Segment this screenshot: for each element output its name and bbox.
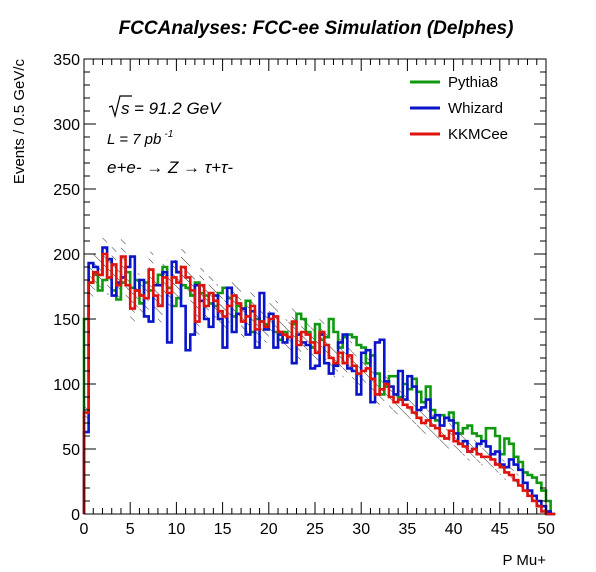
y-tick-label: 200 — [53, 247, 80, 264]
x-tick-label: 20 — [260, 521, 278, 538]
annotation-lumi-exp: -1 — [164, 129, 173, 140]
x-tick-label: 10 — [168, 521, 186, 538]
annotation-lumi-prefix: L = 7 pb — [107, 131, 161, 148]
annotation-lumi: L = 7 pb -1 — [107, 129, 173, 148]
x-tick-label: 15 — [214, 521, 232, 538]
x-tick-label: 30 — [352, 521, 370, 538]
legend-label-whizard: Whizard — [448, 100, 503, 117]
y-tick-label: 350 — [53, 52, 80, 69]
x-tick-label: 0 — [80, 521, 89, 538]
y-tick-label: 50 — [62, 442, 80, 459]
legend-label-pythia: Pythia8 — [448, 74, 498, 91]
y-tick-label: 100 — [53, 377, 80, 394]
legend-label-kkmc: KKMCee — [448, 126, 508, 143]
annotation-sqrt-s: s — [121, 99, 130, 118]
series-layer — [82, 246, 556, 516]
y-tick-label: 250 — [53, 182, 80, 199]
annotation-energy: = 91.2 GeV — [134, 99, 222, 118]
histogram-kkmcee — [82, 252, 556, 516]
annotation-block: s = 91.2 GeV L = 7 pb -1 e+e- → Z → τ+τ- — [107, 95, 233, 177]
x-tick-label: 5 — [126, 521, 135, 538]
x-axis-title: P Mu+ — [503, 552, 547, 569]
y-tick-label: 150 — [53, 312, 80, 329]
y-axis-title: Events / 0.5 GeV/c — [11, 59, 28, 185]
legend: Pythia8 Whizard KKMCee — [410, 74, 508, 143]
tick-layer: 0 5 10 15 20 25 30 35 40 45 50 0 50 100 150 200 250 300 35… — [53, 52, 555, 538]
x-tick-label: 50 — [537, 521, 555, 538]
y-tick-label: 300 — [53, 117, 80, 134]
x-tick-label: 40 — [445, 521, 463, 538]
annotation-process: e+e- → Z → τ+τ- — [107, 158, 233, 177]
x-tick-label: 35 — [399, 521, 417, 538]
sqrt-symbol — [108, 95, 132, 119]
x-tick-label: 45 — [491, 521, 509, 538]
chart-title: FCCAnalyses: FCC-ee Simulation (Delphes) — [119, 18, 514, 39]
x-tick-label: 25 — [306, 521, 324, 538]
y-tick-label: 0 — [71, 507, 80, 524]
